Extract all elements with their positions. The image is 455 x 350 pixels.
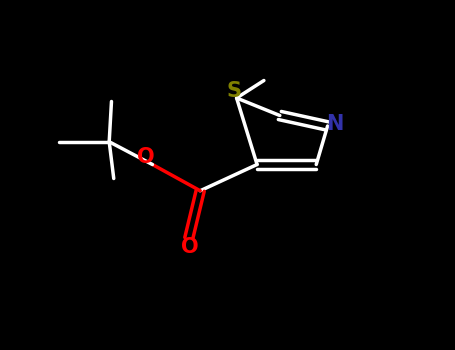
- Text: O: O: [137, 147, 154, 168]
- Text: N: N: [326, 114, 343, 134]
- Text: S: S: [227, 81, 242, 101]
- Text: O: O: [182, 237, 199, 257]
